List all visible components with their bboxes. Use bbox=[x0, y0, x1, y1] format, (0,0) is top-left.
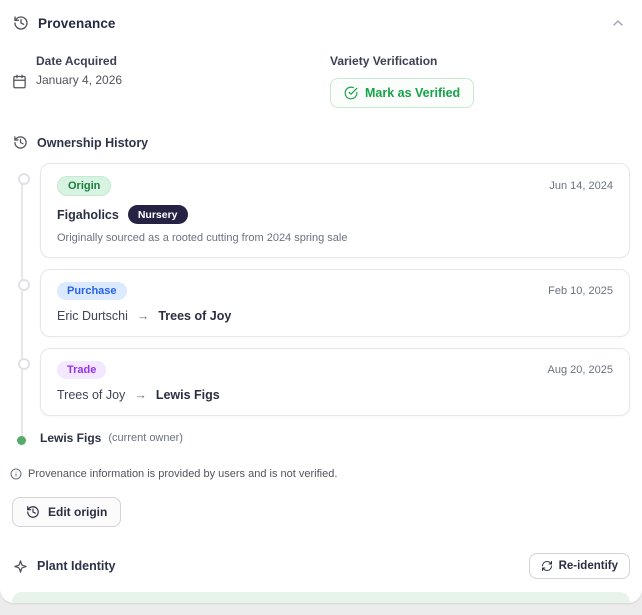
current-owner-name: Lewis Figs bbox=[40, 431, 102, 445]
timeline-line bbox=[21, 175, 23, 441]
date-acquired-label: Date Acquired bbox=[36, 54, 117, 68]
ownership-history-header: Ownership History bbox=[0, 135, 642, 150]
refresh-icon bbox=[541, 560, 553, 572]
event-date: Aug 20, 2025 bbox=[547, 364, 613, 376]
history-icon bbox=[13, 15, 29, 31]
mark-as-verified-button[interactable]: Mark as Verified bbox=[330, 78, 475, 108]
event-date: Jun 14, 2024 bbox=[549, 180, 613, 192]
calendar-icon bbox=[12, 55, 27, 108]
info-icon bbox=[10, 468, 22, 480]
plant-identity-title: Plant Identity bbox=[37, 559, 116, 573]
ownership-timeline: Origin Jun 14, 2024 Figaholics Nursery O… bbox=[12, 163, 630, 449]
meta-row: Date Acquired January 4, 2026 Variety Ve… bbox=[0, 54, 642, 108]
event-to: Trees of Joy bbox=[158, 309, 232, 323]
check-circle-icon bbox=[344, 86, 358, 100]
date-acquired-value: January 4, 2026 bbox=[36, 73, 123, 87]
date-acquired-block: Date Acquired January 4, 2026 bbox=[12, 54, 330, 108]
event-badge: Purchase bbox=[57, 282, 127, 300]
event-owner: Figaholics bbox=[57, 207, 119, 222]
event-badge: Trade bbox=[57, 361, 107, 379]
history-icon bbox=[13, 135, 28, 150]
event-note: Originally sourced as a rooted cutting f… bbox=[57, 232, 348, 244]
history-icon bbox=[26, 505, 40, 519]
arrow-right-icon: → bbox=[134, 388, 147, 402]
event-from: Trees of Joy bbox=[57, 388, 126, 402]
reidentify-button[interactable]: Re-identify bbox=[528, 553, 630, 579]
timeline-event-trade[interactable]: Trade Aug 20, 2025 Trees of Joy → Lewis … bbox=[17, 348, 630, 416]
variety-verification-label: Variety Verification bbox=[330, 54, 438, 68]
disclaimer-text: Provenance information is provided by us… bbox=[28, 468, 338, 480]
timeline-event-purchase[interactable]: Purchase Feb 10, 2025 Eric Durtschi → Tr… bbox=[17, 269, 630, 337]
mark-as-verified-label: Mark as Verified bbox=[365, 86, 461, 100]
variety-verification-block: Variety Verification Mark as Verified bbox=[330, 54, 630, 108]
arrow-right-icon: → bbox=[136, 309, 150, 323]
provenance-disclaimer: Provenance information is provided by us… bbox=[0, 468, 642, 480]
plant-identity-panel: Moraceae › Ficus › Ficus carica Paradiso… bbox=[12, 592, 630, 603]
event-badge: Origin bbox=[57, 176, 112, 196]
section-title: Provenance bbox=[38, 15, 116, 31]
owner-type-tag: Nursery bbox=[127, 205, 188, 224]
ownership-history-title: Ownership History bbox=[37, 135, 149, 150]
provenance-header: Provenance bbox=[0, 0, 642, 31]
event-to: Lewis Figs bbox=[155, 388, 220, 402]
event-from: Eric Durtschi bbox=[57, 309, 128, 323]
reidentify-label: Re-identify bbox=[558, 560, 618, 572]
event-date: Feb 10, 2025 bbox=[548, 285, 613, 297]
sparkles-icon bbox=[13, 559, 28, 574]
plant-identity-header: Plant Identity Re-identify bbox=[0, 553, 642, 579]
edit-origin-label: Edit origin bbox=[48, 505, 108, 519]
chevron-up-icon[interactable] bbox=[610, 15, 626, 31]
timeline-event-origin[interactable]: Origin Jun 14, 2024 Figaholics Nursery O… bbox=[17, 163, 630, 258]
current-owner-row: Lewis Figs (current owner) bbox=[17, 427, 630, 449]
edit-origin-button[interactable]: Edit origin bbox=[12, 497, 122, 527]
current-owner-suffix: (current owner) bbox=[108, 432, 183, 444]
